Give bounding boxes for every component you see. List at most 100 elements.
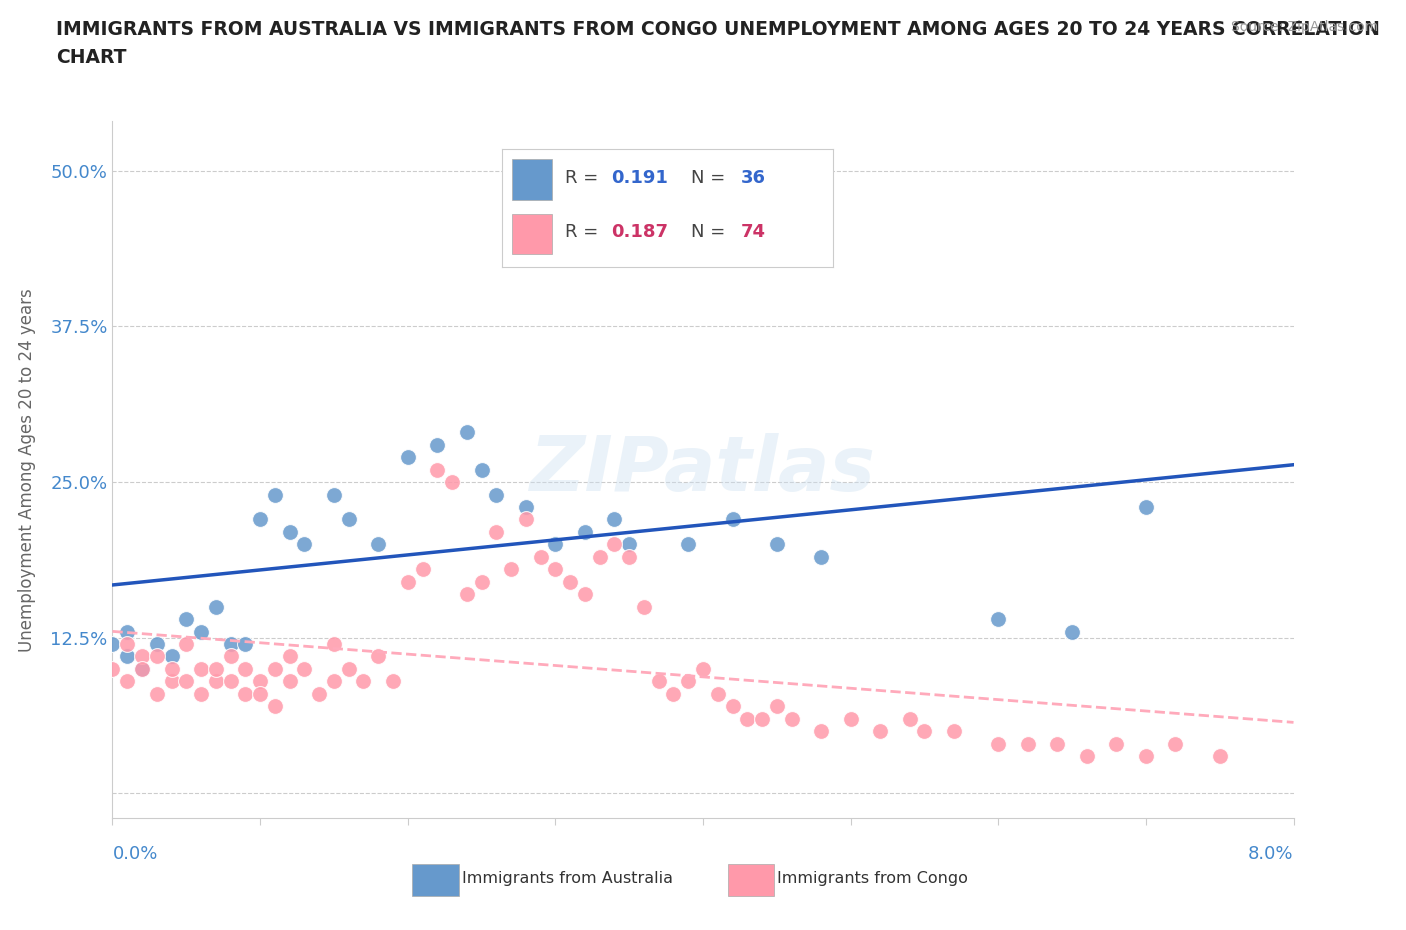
Point xyxy=(869,724,891,738)
Point xyxy=(249,674,271,689)
Point xyxy=(117,637,138,652)
Point xyxy=(603,537,626,551)
Point xyxy=(1135,749,1157,764)
Point xyxy=(603,512,626,527)
Point xyxy=(810,724,832,738)
Text: Source: ZipAtlas.com: Source: ZipAtlas.com xyxy=(1230,20,1378,34)
Point xyxy=(692,661,714,676)
Point xyxy=(942,724,965,738)
Point xyxy=(160,649,183,664)
Point xyxy=(633,599,655,614)
Text: 8.0%: 8.0% xyxy=(1249,844,1294,863)
Point xyxy=(219,674,242,689)
Point xyxy=(146,649,169,664)
Point xyxy=(117,649,138,664)
Point xyxy=(501,562,523,577)
Text: Immigrants from Congo: Immigrants from Congo xyxy=(778,871,969,886)
Point xyxy=(101,637,124,652)
Point xyxy=(1105,737,1128,751)
Point xyxy=(1076,749,1098,764)
Point xyxy=(810,550,832,565)
Point xyxy=(101,661,124,676)
Point xyxy=(898,711,921,726)
Point xyxy=(382,674,405,689)
Point xyxy=(560,575,582,590)
Point xyxy=(619,550,641,565)
Point xyxy=(174,674,197,689)
Point xyxy=(337,512,360,527)
Point xyxy=(352,674,374,689)
Text: CHART: CHART xyxy=(56,48,127,67)
Point xyxy=(441,474,464,489)
Point xyxy=(987,737,1010,751)
Point xyxy=(205,599,228,614)
Point xyxy=(233,637,256,652)
Point xyxy=(471,575,494,590)
Point xyxy=(412,562,434,577)
Point xyxy=(219,649,242,664)
Point xyxy=(647,250,671,265)
Point xyxy=(160,661,183,676)
Y-axis label: Unemployment Among Ages 20 to 24 years: Unemployment Among Ages 20 to 24 years xyxy=(18,287,37,652)
Point xyxy=(574,587,596,602)
Point xyxy=(662,686,685,701)
Point xyxy=(205,661,228,676)
Point xyxy=(264,487,287,502)
Point xyxy=(707,686,730,701)
Point xyxy=(323,674,346,689)
Point xyxy=(174,612,197,627)
Point xyxy=(1164,737,1187,751)
Point xyxy=(987,612,1010,627)
Point xyxy=(751,711,773,726)
Point xyxy=(619,537,641,551)
Point xyxy=(233,661,256,676)
Point xyxy=(765,698,787,713)
Point xyxy=(839,711,862,726)
Point xyxy=(249,512,271,527)
Point xyxy=(278,674,301,689)
Point xyxy=(233,686,256,701)
Point xyxy=(721,698,744,713)
Point xyxy=(367,537,389,551)
Text: Immigrants from Australia: Immigrants from Australia xyxy=(461,871,672,886)
Point xyxy=(1017,737,1039,751)
Text: 0.0%: 0.0% xyxy=(112,844,157,863)
Point xyxy=(264,698,287,713)
Point xyxy=(737,711,759,726)
Point xyxy=(1062,624,1084,639)
Point xyxy=(278,525,301,539)
Point xyxy=(278,649,301,664)
Point xyxy=(780,711,803,726)
Point xyxy=(485,525,508,539)
Point xyxy=(264,661,287,676)
Point xyxy=(396,575,419,590)
Point xyxy=(174,637,197,652)
Point xyxy=(765,537,787,551)
Point xyxy=(426,462,449,477)
Point xyxy=(721,512,744,527)
Point xyxy=(337,661,360,676)
Point xyxy=(456,425,478,440)
Point xyxy=(515,512,537,527)
Point xyxy=(117,674,138,689)
Point xyxy=(205,674,228,689)
Point xyxy=(485,487,508,502)
Text: ZIPatlas: ZIPatlas xyxy=(530,432,876,507)
Point xyxy=(323,637,346,652)
Point xyxy=(146,637,169,652)
Point xyxy=(1135,499,1157,514)
FancyBboxPatch shape xyxy=(412,865,458,896)
Point xyxy=(292,537,315,551)
Point xyxy=(131,661,153,676)
Point xyxy=(471,462,494,477)
Point xyxy=(678,674,700,689)
Point xyxy=(190,661,212,676)
Point xyxy=(190,686,212,701)
Text: IMMIGRANTS FROM AUSTRALIA VS IMMIGRANTS FROM CONGO UNEMPLOYMENT AMONG AGES 20 TO: IMMIGRANTS FROM AUSTRALIA VS IMMIGRANTS … xyxy=(56,20,1381,39)
Point xyxy=(1046,737,1069,751)
Point xyxy=(574,525,596,539)
Point xyxy=(190,624,212,639)
Point xyxy=(456,587,478,602)
Point xyxy=(647,674,671,689)
Point xyxy=(426,437,449,452)
